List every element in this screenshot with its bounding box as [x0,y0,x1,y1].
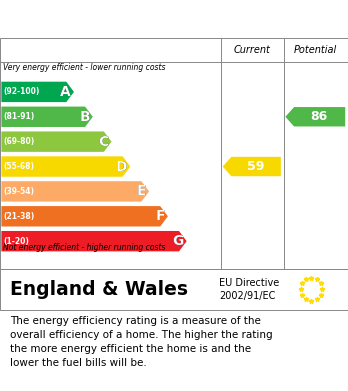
Text: A: A [61,85,71,99]
Text: (39-54): (39-54) [3,187,34,196]
Text: (1-20): (1-20) [3,237,29,246]
Polygon shape [1,206,168,226]
Text: E: E [137,185,146,198]
Text: B: B [79,110,90,124]
Text: F: F [156,209,165,223]
Text: The energy efficiency rating is a measure of the
overall efficiency of a home. T: The energy efficiency rating is a measur… [10,316,273,368]
Text: F: F [156,209,165,223]
Text: Potential: Potential [294,45,338,55]
Polygon shape [223,157,281,176]
Text: A: A [61,85,71,99]
Text: D: D [116,160,127,174]
Polygon shape [1,156,130,177]
Text: EU Directive
2002/91/EC: EU Directive 2002/91/EC [219,278,279,301]
Text: England & Wales: England & Wales [10,280,188,299]
Text: 86: 86 [311,110,328,123]
Polygon shape [1,107,93,127]
Text: 59: 59 [247,160,264,173]
Text: G: G [173,234,184,248]
Text: (55-68): (55-68) [3,162,34,171]
Polygon shape [1,82,74,102]
Text: E: E [137,185,146,198]
Text: B: B [79,110,90,124]
Polygon shape [1,181,149,202]
Polygon shape [1,131,111,152]
Text: C: C [98,135,109,149]
Text: (92-100): (92-100) [3,88,40,97]
Text: G: G [173,234,184,248]
Polygon shape [285,107,345,126]
Text: (69-80): (69-80) [3,137,35,146]
Text: D: D [116,160,127,174]
Text: Not energy efficient - higher running costs: Not energy efficient - higher running co… [3,244,165,253]
Polygon shape [1,231,187,251]
Text: Very energy efficient - lower running costs: Very energy efficient - lower running co… [3,63,165,72]
Text: Current: Current [234,45,271,55]
Text: (81-91): (81-91) [3,112,35,121]
Text: (21-38): (21-38) [3,212,35,221]
Text: C: C [98,135,109,149]
Text: Energy Efficiency Rating: Energy Efficiency Rating [10,11,232,27]
